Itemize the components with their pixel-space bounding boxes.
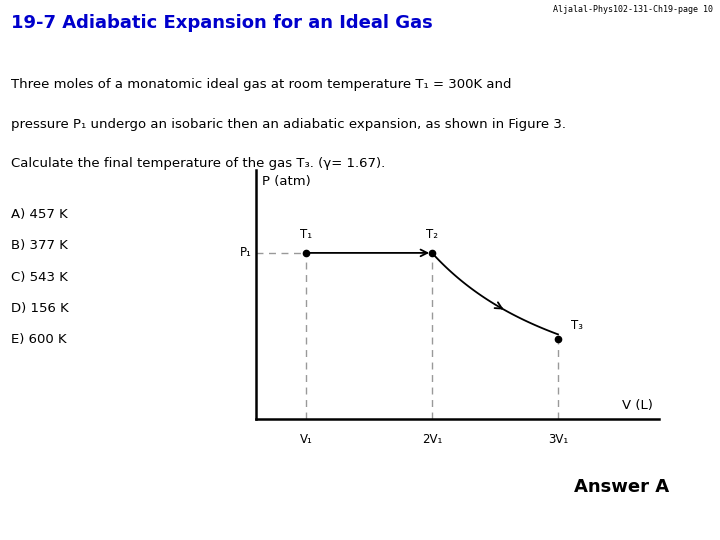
Text: T₂: T₂ [426,228,438,241]
Text: P (atm): P (atm) [262,175,310,188]
Text: Aljalal-Phys102-131-Ch19-page 10: Aljalal-Phys102-131-Ch19-page 10 [553,5,713,15]
Text: pressure P₁ undergo an isobaric then an adiabatic expansion, as shown in Figure : pressure P₁ undergo an isobaric then an … [11,118,566,131]
Text: V₁: V₁ [300,434,312,447]
Text: C) 543 K: C) 543 K [11,271,68,284]
Text: 3V₁: 3V₁ [548,434,568,447]
Text: Answer A: Answer A [575,478,670,496]
Text: Calculate the final temperature of the gas T₃. (γ= 1.67).: Calculate the final temperature of the g… [11,157,385,170]
Text: D) 156 K: D) 156 K [11,302,68,315]
Text: Three moles of a monatomic ideal gas at room temperature T₁ = 300K and: Three moles of a monatomic ideal gas at … [11,78,511,91]
Text: V (L): V (L) [621,399,652,412]
Text: 19-7 Adiabatic Expansion for an Ideal Gas: 19-7 Adiabatic Expansion for an Ideal Ga… [11,14,433,31]
Text: E) 600 K: E) 600 K [11,333,66,346]
Text: 2V₁: 2V₁ [422,434,442,447]
Text: T₃: T₃ [571,319,582,333]
Text: A) 457 K: A) 457 K [11,208,68,221]
Text: T₁: T₁ [300,228,312,241]
Text: P₁: P₁ [240,246,252,259]
Text: B) 377 K: B) 377 K [11,239,68,252]
